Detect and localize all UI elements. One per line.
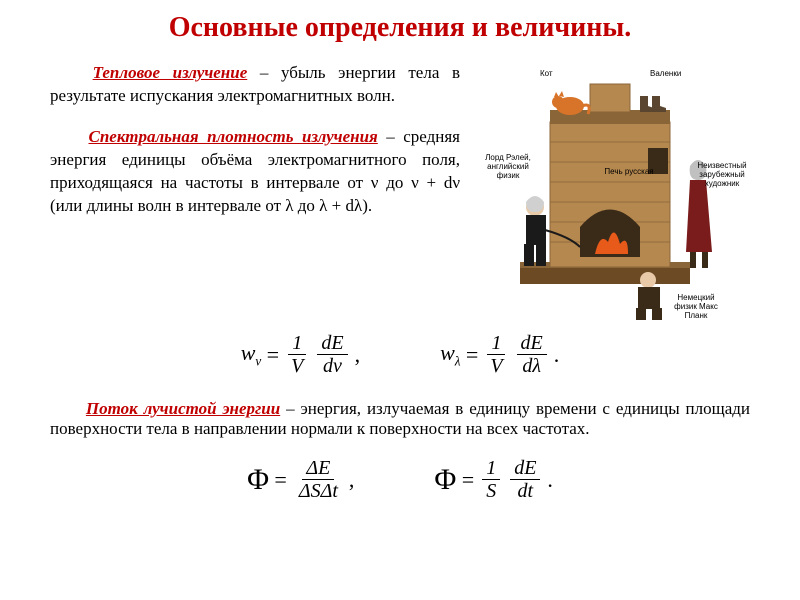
f2-tail: . bbox=[554, 342, 560, 368]
stove-svg bbox=[480, 62, 740, 322]
label-cat: Кот bbox=[540, 70, 553, 79]
f3-d1: ΔSΔt bbox=[295, 480, 342, 502]
illustration-column: Кот Валенки Лорд Рэлей, английский физик… bbox=[470, 62, 750, 322]
formula-row-1: wν = 1V dEdν , wλ = 1V dEdλ . bbox=[50, 332, 750, 377]
definition-3: Поток лучистой энергии – энергия, излуча… bbox=[50, 399, 750, 439]
page-title: Основные определения и величины. bbox=[50, 12, 750, 44]
formula-phi1: Φ = ΔEΔSΔt , bbox=[247, 457, 354, 502]
term-2: Спектральная плотность излучения bbox=[88, 127, 377, 146]
f4-d1: S bbox=[482, 480, 500, 502]
formula-wnu: wν = 1V dEdν , bbox=[241, 332, 360, 377]
f3-lhs: Φ bbox=[247, 463, 269, 497]
f2-n2: dE bbox=[517, 332, 547, 355]
f1-tail: , bbox=[355, 342, 361, 368]
f4-d2: dt bbox=[514, 480, 538, 502]
f2-n1: 1 bbox=[487, 332, 505, 355]
label-stove: Печь русская bbox=[604, 168, 654, 177]
definition-1: Тепловое излучение – убыль энергии тела … bbox=[50, 62, 460, 108]
f1-eq: = bbox=[265, 342, 280, 368]
f2-sub: λ bbox=[455, 353, 461, 368]
f2-d1: V bbox=[486, 355, 506, 377]
f2-d2: dλ bbox=[518, 355, 545, 377]
f1-n1: 1 bbox=[288, 332, 306, 355]
f3-eq: = bbox=[273, 467, 288, 493]
f4-tail: . bbox=[547, 467, 553, 493]
formula-wlambda: wλ = 1V dEdλ . bbox=[440, 332, 559, 377]
definition-2: Спектральная плотность излучения – средн… bbox=[50, 126, 460, 218]
f1-d2: dν bbox=[319, 355, 346, 377]
f1-lhs: w bbox=[241, 340, 256, 365]
formula-phi2: Φ = 1S dEdt . bbox=[434, 457, 553, 502]
label-lord: Лорд Рэлей, английский физик bbox=[478, 154, 538, 180]
formula-row-2: Φ = ΔEΔSΔt , Φ = 1S dEdt . bbox=[50, 457, 750, 502]
top-row: Тепловое излучение – убыль энергии тела … bbox=[50, 62, 750, 322]
f2-lhs: w bbox=[440, 340, 455, 365]
text-column: Тепловое излучение – убыль энергии тела … bbox=[50, 62, 460, 322]
label-boots: Валенки bbox=[650, 70, 681, 79]
f3-tail: , bbox=[349, 467, 355, 493]
f1-n2: dE bbox=[317, 332, 347, 355]
f2-eq: = bbox=[464, 342, 479, 368]
term-1: Тепловое излучение bbox=[93, 63, 248, 82]
f4-lhs: Φ bbox=[434, 463, 456, 497]
f3-n1: ΔE bbox=[302, 457, 334, 480]
label-newton: Неизвестный зарубежный художник bbox=[696, 162, 748, 188]
f1-sub: ν bbox=[255, 353, 261, 368]
f1-d1: V bbox=[287, 355, 307, 377]
stove-illustration: Кот Валенки Лорд Рэлей, английский физик… bbox=[480, 62, 740, 322]
f4-n2: dE bbox=[510, 457, 540, 480]
f4-n1: 1 bbox=[482, 457, 500, 480]
f4-eq: = bbox=[460, 467, 475, 493]
term-3: Поток лучистой энергии bbox=[86, 399, 280, 418]
label-planck: Немецкий физик Макс Планк bbox=[666, 294, 726, 320]
